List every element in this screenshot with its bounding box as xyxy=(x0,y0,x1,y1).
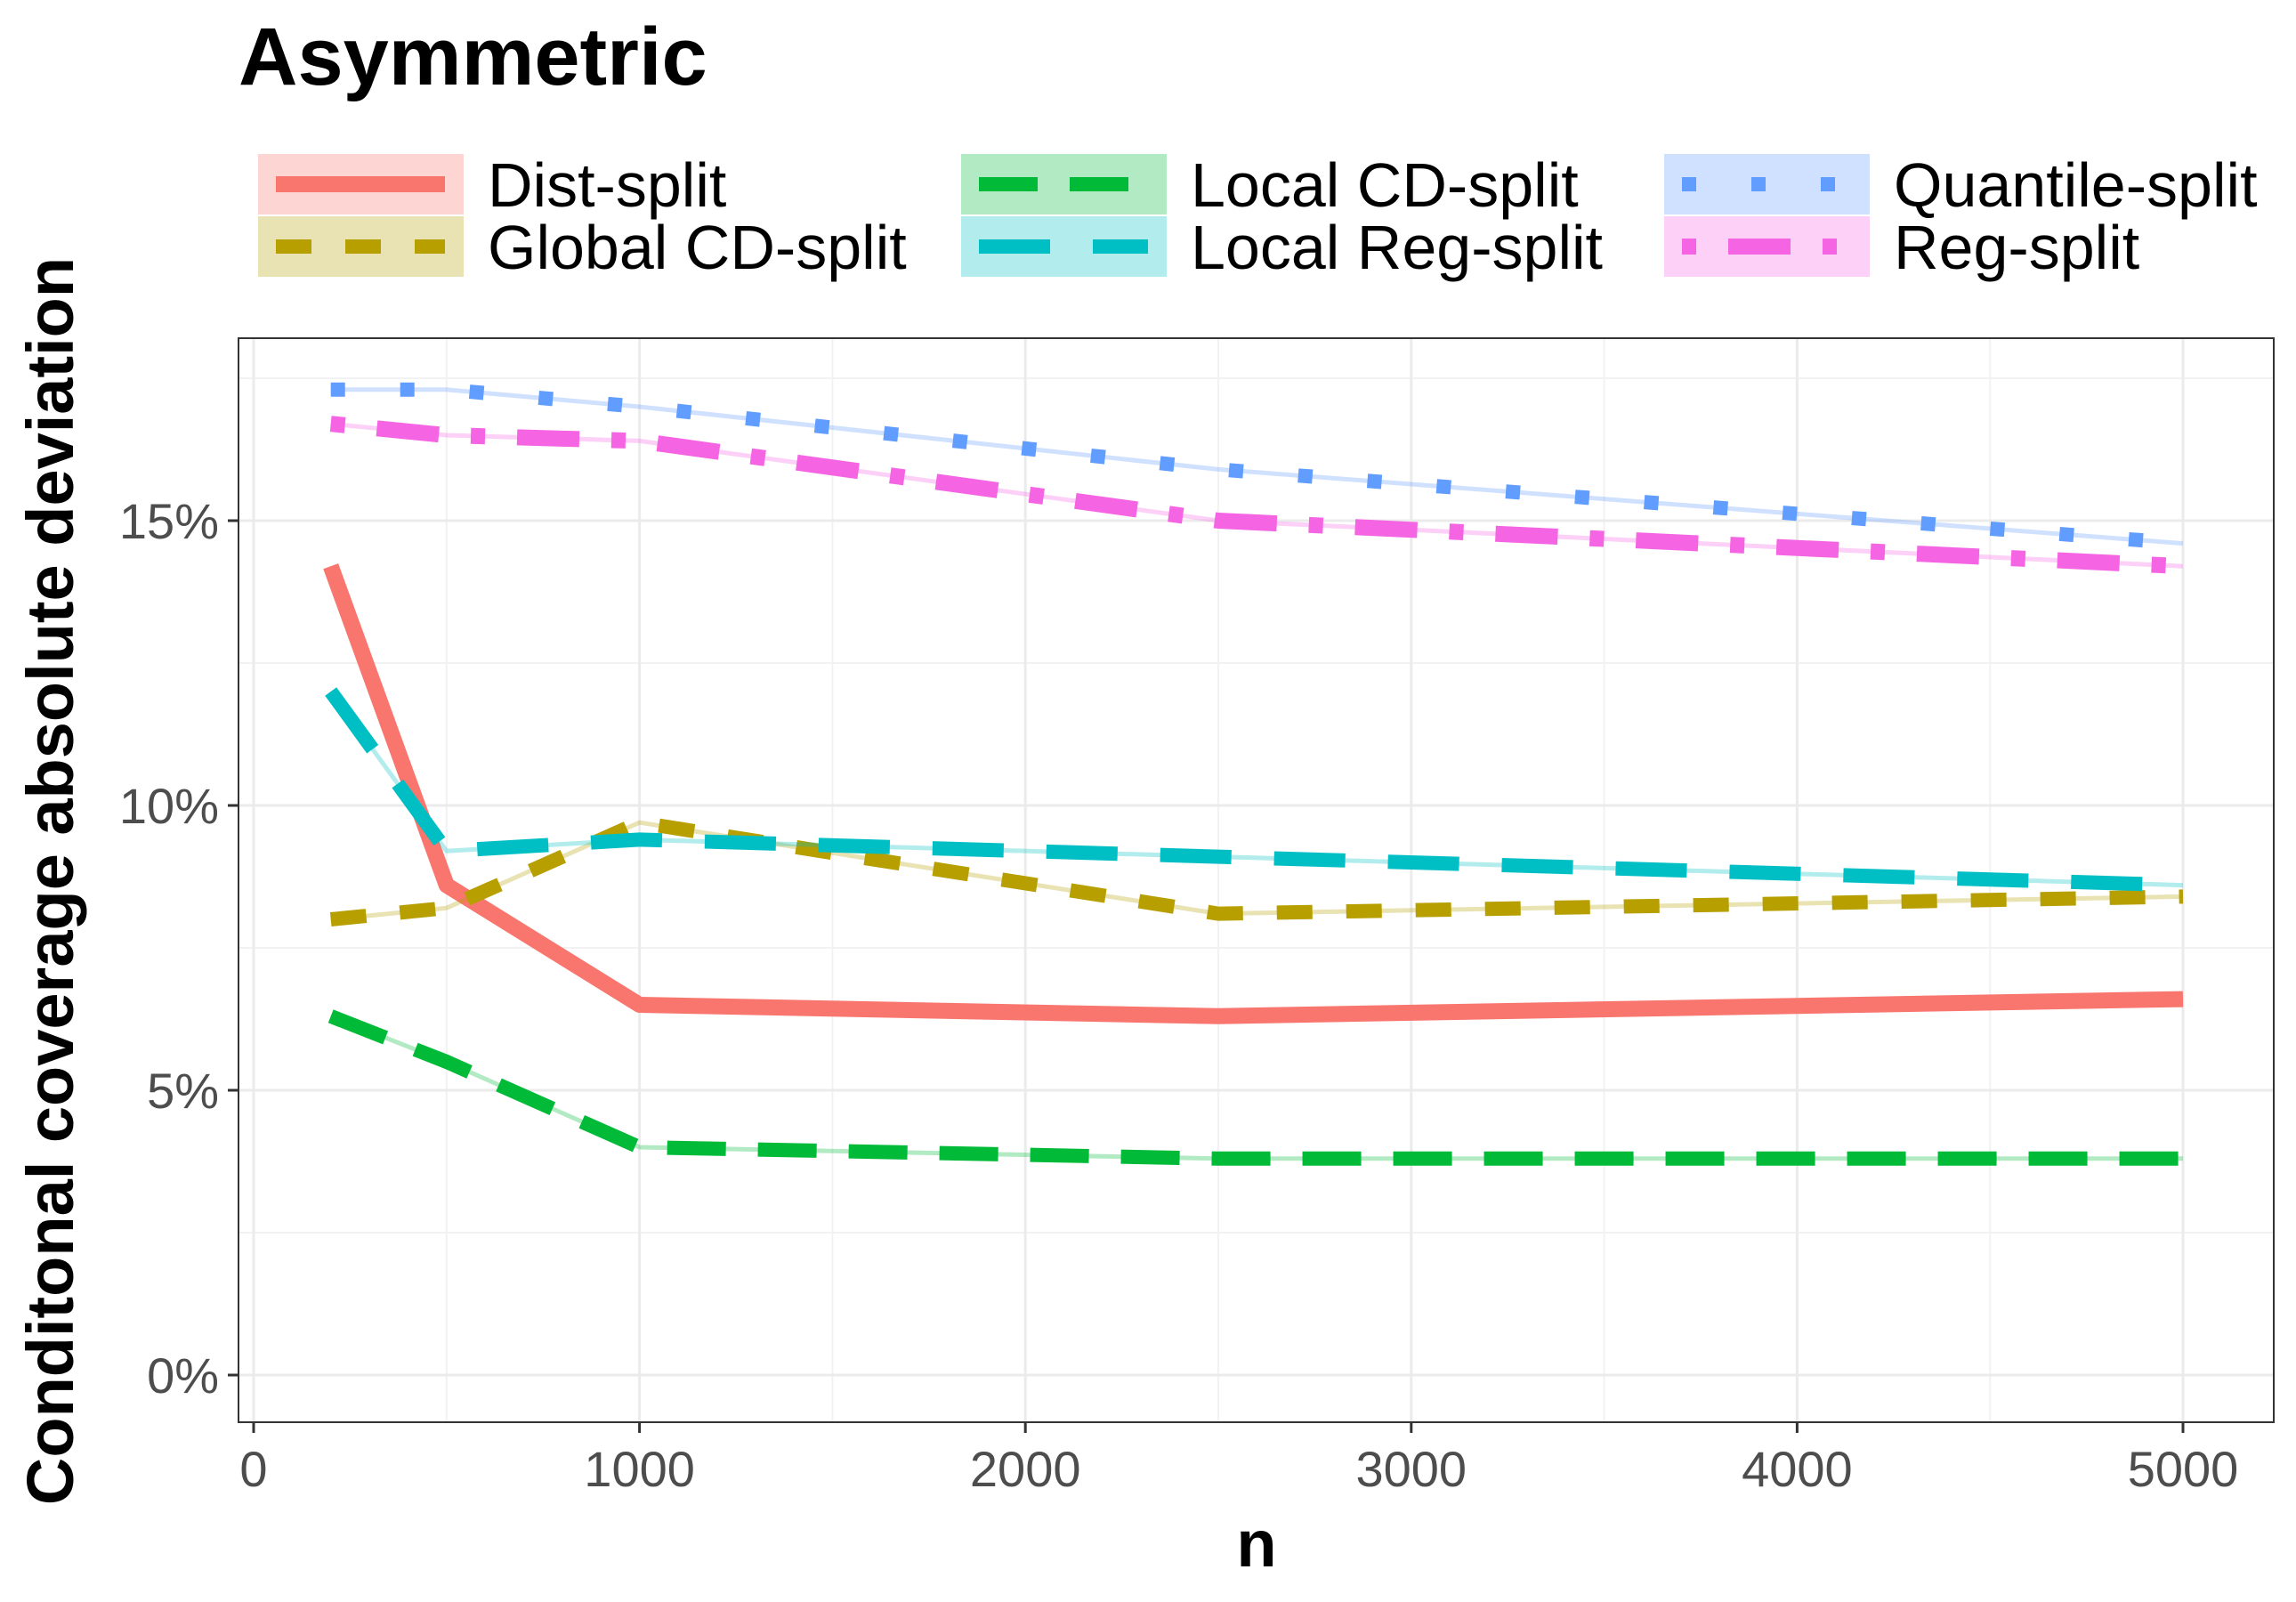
x-tick-label: 2000 xyxy=(970,1441,1081,1497)
plot-area xyxy=(238,337,2275,1423)
y-tick-label: 10% xyxy=(119,778,219,834)
series-quantile-split xyxy=(330,382,2184,551)
series-local-cd-split xyxy=(327,1009,2183,1166)
chart-title: Asymmetric xyxy=(238,12,707,102)
series-line xyxy=(325,687,2184,893)
y-tick-label: 15% xyxy=(119,493,219,549)
legend-label: Dist-split xyxy=(488,150,726,220)
y-axis-title: Conditonal coverage absolute deviation xyxy=(13,257,87,1505)
x-tick-label: 1000 xyxy=(584,1441,695,1497)
legend-item: Local Reg-split xyxy=(961,213,1603,282)
x-axis-title: n xyxy=(1236,1507,1276,1581)
plot-border xyxy=(238,337,2275,1423)
series-layer xyxy=(323,382,2184,1166)
series-line xyxy=(330,382,2184,551)
legend-label: Local CD-split xyxy=(1191,150,1579,220)
series-line xyxy=(329,416,2184,575)
x-tick-label: 4000 xyxy=(1742,1441,1853,1497)
series-global-cd-split xyxy=(329,815,2184,926)
legend-item: Dist-split xyxy=(258,150,726,220)
legend-label: Quantile-split xyxy=(1894,150,2258,220)
y-axis: 0% 5% 10% 15% xyxy=(119,493,238,1404)
series-local-reg-split xyxy=(325,687,2184,893)
x-tick-label: 3000 xyxy=(1356,1441,1467,1497)
series-dist-split xyxy=(323,563,2184,1024)
legend-item: Reg-split xyxy=(1664,213,2139,282)
series-reg-split xyxy=(329,416,2184,575)
y-tick-label: 5% xyxy=(147,1063,219,1119)
legend-label: Global CD-split xyxy=(488,213,907,282)
x-tick-label: 0 xyxy=(239,1441,267,1497)
legend-label: Reg-split xyxy=(1894,213,2139,282)
series-line xyxy=(323,563,2184,1024)
x-tick-label: 5000 xyxy=(2128,1441,2239,1497)
legend-key-background xyxy=(1664,154,1870,214)
y-tick-label: 0% xyxy=(147,1347,219,1404)
legend-item: Local CD-split xyxy=(961,150,1579,220)
legend-label: Local Reg-split xyxy=(1191,213,1603,282)
series-line xyxy=(329,815,2184,926)
x-axis: 0 1000 2000 3000 4000 5000 xyxy=(239,1422,2238,1497)
legend-item: Global CD-split xyxy=(258,213,907,282)
legend-item: Quantile-split xyxy=(1664,150,2258,220)
series-line xyxy=(327,1009,2183,1166)
